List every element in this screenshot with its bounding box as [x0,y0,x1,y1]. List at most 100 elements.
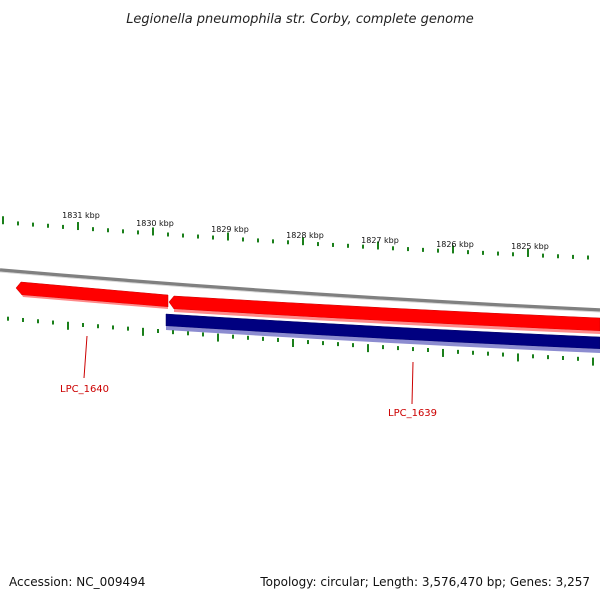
minor-tick [232,334,234,339]
minor-tick [457,349,459,354]
gene-LPC_1640-shade [22,295,168,309]
minor-tick [487,351,489,356]
minor-tick [257,238,259,243]
major-tick [77,222,79,231]
gene-label-LPC_1639[interactable]: LPC_1639 [388,408,437,419]
major-tick [292,339,294,348]
minor-tick [137,230,139,235]
minor-tick [332,242,334,247]
minor-tick [32,222,34,227]
minor-tick [122,229,124,234]
minor-tick [557,254,559,259]
gene-LPC_1639-shade [174,309,600,334]
inner-tick-row [7,316,594,366]
minor-tick [52,320,54,325]
outer-tick-row [2,216,589,260]
minor-tick [247,335,249,340]
minor-tick [112,325,114,330]
minor-tick [547,355,549,360]
minor-tick [197,234,199,239]
minor-tick [167,232,169,237]
backbone-ring-highlight [0,271,600,313]
scale-label: 1827 kbp [361,236,399,245]
scale-labels: 1831 kbp 1830 kbp 1829 kbp 1828 kbp 1827 kbp… [62,211,549,251]
major-tick [152,227,154,236]
gene-LPC_1640[interactable] [15,281,169,308]
major-tick [302,237,304,246]
major-tick [517,353,519,362]
minor-tick [277,337,279,342]
minor-tick [532,354,534,359]
minor-tick [587,255,589,260]
minor-tick [407,247,409,252]
minor-tick [427,348,429,353]
major-tick [2,216,4,225]
major-tick [367,344,369,353]
map-title: Legionella pneumophila str. Corby, compl… [126,12,474,27]
scale-label: 1826 kbp [436,240,474,249]
leader-line-LPC_1640 [83,335,88,379]
minor-tick [472,350,474,355]
leader-line-LPC_1639 [411,361,414,405]
major-tick [527,248,529,257]
minor-tick [202,332,204,337]
minor-tick [97,324,99,329]
major-tick [592,357,594,366]
scale-label: 1831 kbp [62,211,100,220]
minor-tick [542,253,544,258]
minor-tick [262,336,264,341]
minor-tick [577,356,579,361]
minor-tick [362,244,364,249]
gene-reverse-strand-shade [166,326,600,353]
minor-tick [337,342,339,347]
major-tick [67,321,69,330]
accession-text: Accession: NC_009494 [9,575,145,589]
minor-tick [22,317,24,322]
scale-label: 1830 kbp [136,219,174,228]
backbone-ring [0,268,600,312]
minor-tick [107,228,109,233]
minor-tick [172,330,174,335]
minor-tick [562,355,564,360]
minor-tick [82,323,84,328]
minor-tick [7,316,9,321]
minor-tick [382,345,384,350]
minor-tick [242,237,244,242]
minor-tick [412,347,414,352]
scale-label: 1825 kbp [511,242,549,251]
major-tick [452,245,454,254]
major-tick [377,241,379,250]
scale-label: 1829 kbp [211,225,249,234]
genome-summary-text: Topology: circular; Length: 3,576,470 bp… [259,575,590,589]
gene-label-LPC_1640[interactable]: LPC_1640 [60,384,109,395]
minor-tick [92,227,94,232]
minor-tick [322,341,324,346]
major-tick [227,232,229,241]
minor-tick [422,247,424,252]
minor-tick [212,235,214,240]
minor-tick [37,319,39,324]
major-tick [217,333,219,342]
minor-tick [157,328,159,333]
minor-tick [437,248,439,253]
scale-label: 1828 kbp [286,231,324,240]
minor-tick [512,252,514,257]
minor-tick [497,251,499,256]
minor-tick [397,346,399,351]
minor-tick [347,243,349,248]
minor-tick [62,224,64,229]
minor-tick [572,254,574,259]
minor-tick [307,340,309,345]
minor-tick [287,240,289,245]
minor-tick [127,326,129,331]
minor-tick [182,233,184,238]
minor-tick [482,250,484,255]
minor-tick [352,343,354,348]
minor-tick [272,239,274,244]
minor-tick [502,352,504,357]
major-tick [442,348,444,357]
major-tick [142,327,144,336]
minor-tick [317,242,319,247]
minor-tick [467,250,469,255]
